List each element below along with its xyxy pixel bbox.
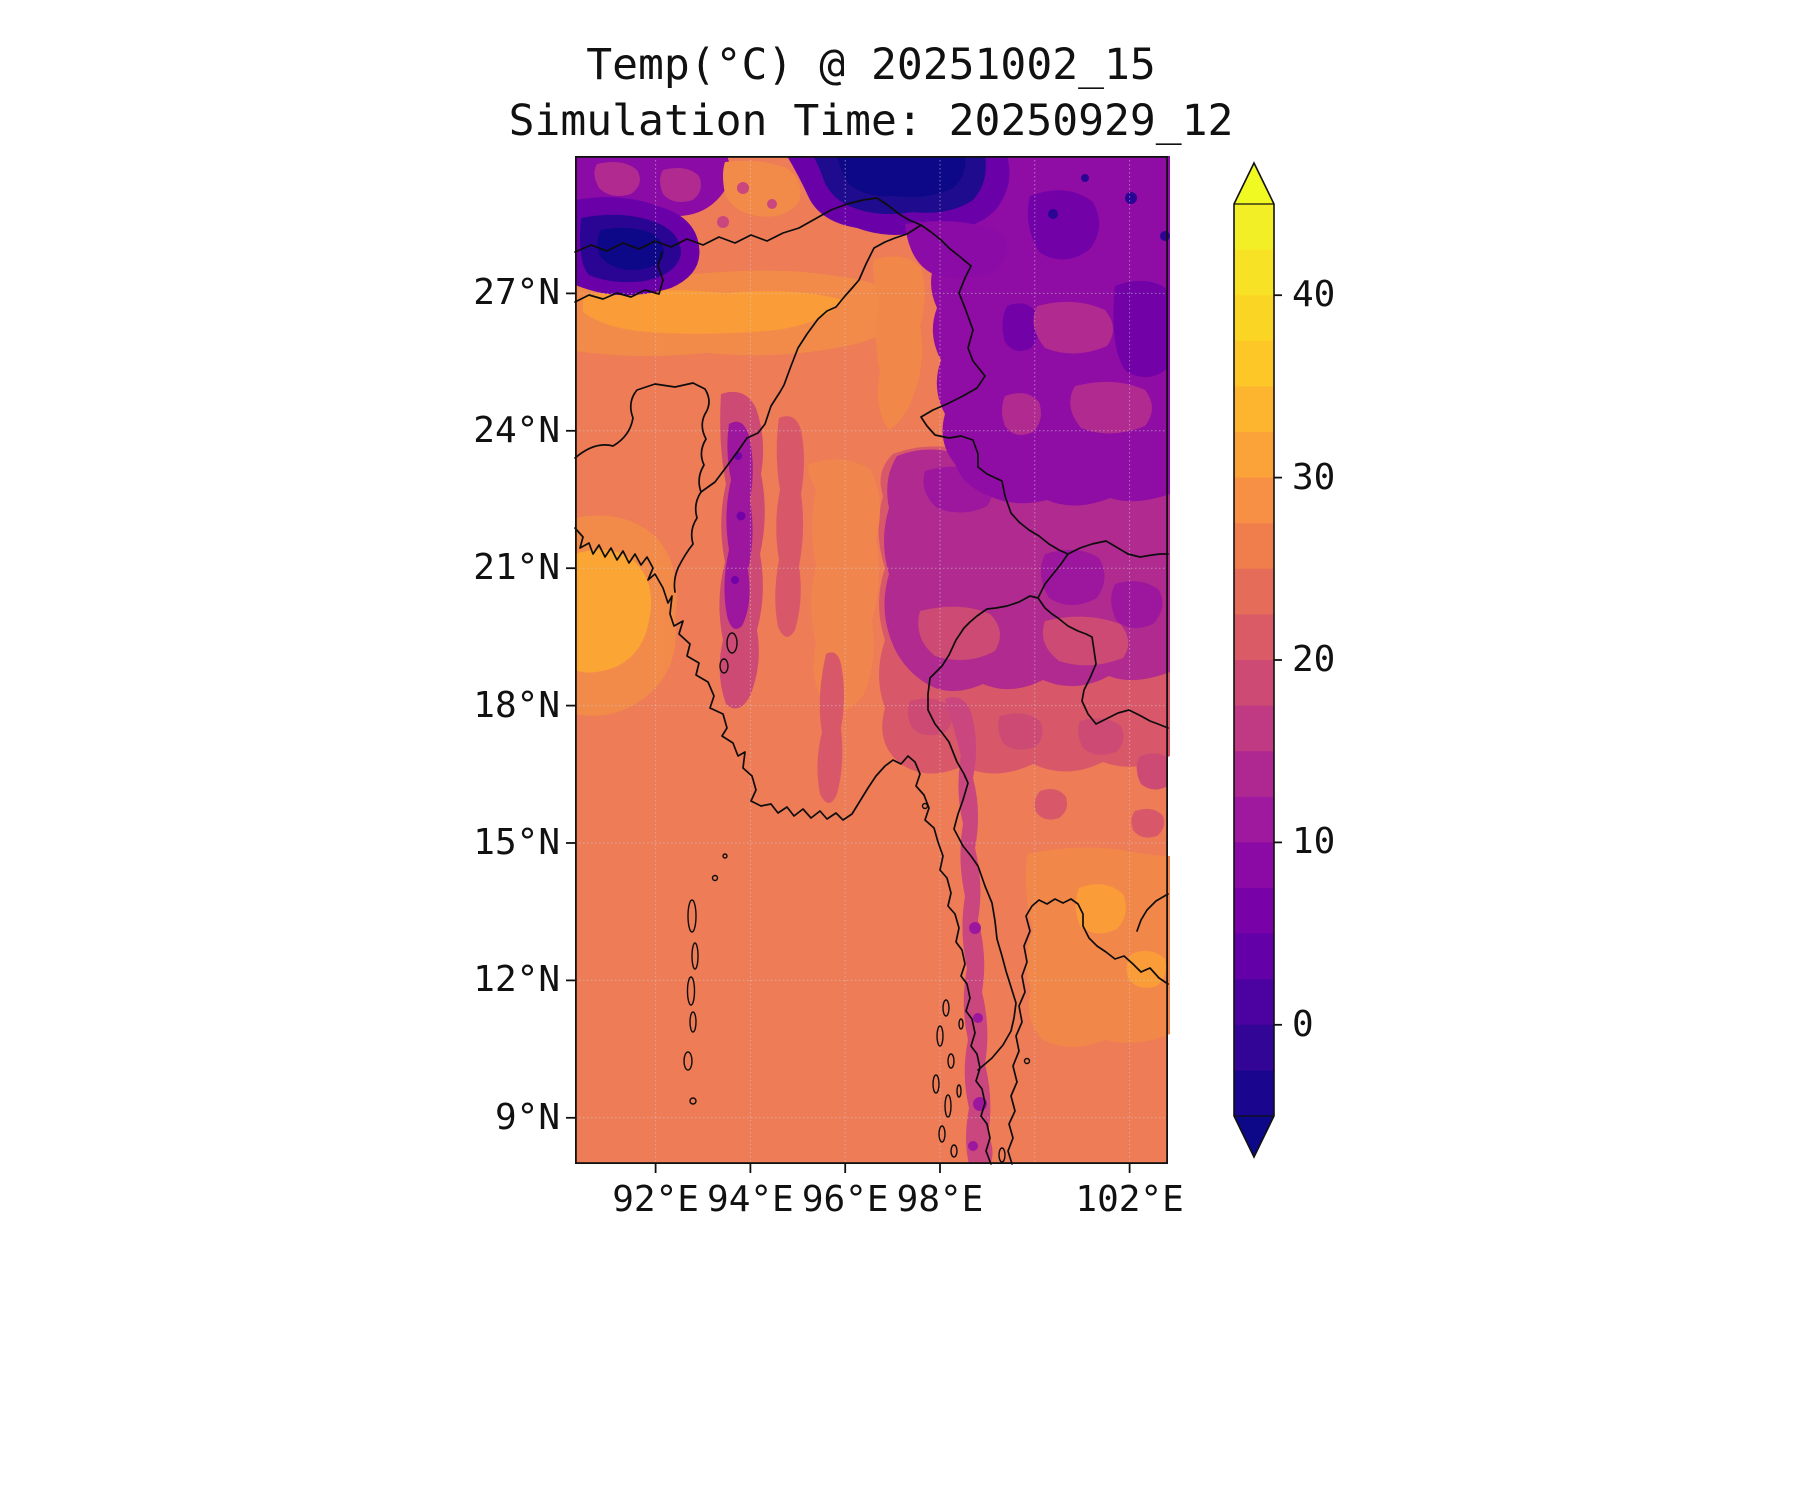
lat-tick-label: 21°N [473,547,560,588]
plot-title-line1: Temp(°C) @ 20251002_15 [586,40,1156,90]
lat-tick-label: 9°N [494,1097,560,1138]
colorbar-ticks [1274,294,1282,1026]
colorbar-tick-label: 0 [1292,1004,1314,1045]
lat-tick-label: 12°N [473,959,560,1000]
colorbar-tick-label: 20 [1292,639,1336,680]
border-myanmar [700,224,1069,1071]
map-panel [566,155,1170,1173]
lat-tick-label: 24°N [473,410,560,451]
border-cambodia [1136,893,1169,932]
border-bhutan [574,251,664,303]
coastline-myanmar [574,527,992,1165]
islands [683,632,1031,1163]
temperature-field [575,156,1170,1164]
border-himalaya [574,197,922,253]
colorbar: 40 30 20 10 0 [1230,158,1420,1168]
coastlines-and-borders [574,197,1169,1165]
lon-tick-label: 92°E [612,1179,699,1220]
temperature-map [566,155,1170,1173]
lon-tick-label: 94°E [707,1179,794,1220]
axis-ticks [566,292,1131,1173]
lat-tick-label: 27°N [473,272,560,313]
colorbar-bands [1234,204,1274,1117]
lat-tick-label: 15°N [473,822,560,863]
colorbar-extend-over [1234,163,1274,204]
lat-tick-label: 18°N [473,685,560,726]
border-bangladesh [574,382,710,593]
lon-tick-label: 102°E [1075,1179,1184,1220]
coastline-gulf-of-thailand [1007,898,1169,1165]
axes-frame [574,155,1169,1165]
colorbar-extend-under [1234,1116,1274,1157]
lon-tick-label: 96°E [801,1179,889,1220]
graticule [575,156,1168,1164]
colorbar-svg [1233,161,1282,1159]
plot-title-line2: Simulation Time: 20250929_12 [508,96,1234,146]
colorbar-tick-label: 40 [1292,274,1336,315]
colorbar-tick-label: 30 [1292,457,1336,498]
border-laos-thailand [1037,597,1169,729]
border-china-laos [1067,540,1169,558]
lon-tick-label: 98°E [896,1179,984,1220]
himalaya-cold-region [575,156,1010,296]
colorbar-tick-label: 10 [1292,821,1336,862]
